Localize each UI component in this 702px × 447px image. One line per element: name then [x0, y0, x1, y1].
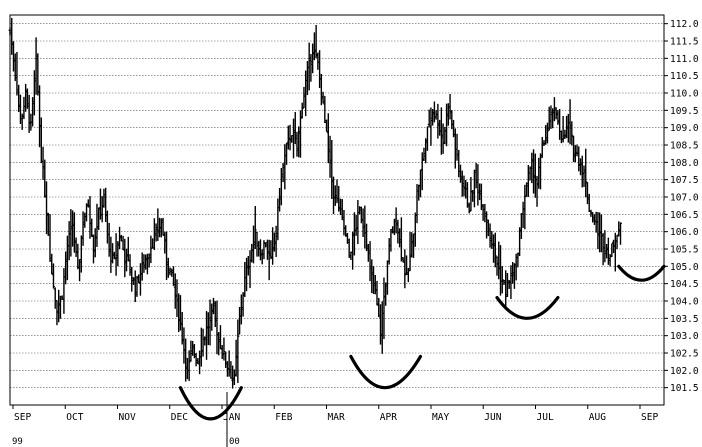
x-tick-label: MAY — [432, 412, 449, 423]
y-tick-label: 105.5 — [670, 245, 699, 256]
gridlines — [10, 23, 664, 388]
rounding-bottom-arc — [495, 295, 560, 320]
x-tick-label: SEP — [641, 412, 658, 423]
y-tick-label: 111.0 — [670, 54, 699, 65]
y-tick-label: 106.0 — [670, 227, 699, 238]
y-tick-label: 101.5 — [670, 383, 699, 394]
x-tick-label: FEB — [275, 412, 292, 423]
price-bar — [619, 222, 623, 245]
rounding-bottom-arc — [178, 386, 243, 421]
y-tick-label: 104.0 — [670, 297, 699, 308]
y-tick-label: 107.5 — [670, 175, 699, 186]
x-tick-label: APR — [380, 412, 397, 423]
price-bar — [570, 121, 574, 146]
y-tick-label: 102.5 — [670, 349, 699, 360]
y-tick-label: 109.5 — [670, 106, 699, 117]
y-tick-label: 102.0 — [670, 366, 699, 377]
x-tick-label: SEP — [14, 412, 31, 423]
price-bar — [584, 148, 588, 198]
price-bar — [493, 232, 497, 268]
y-tick-label: 108.5 — [670, 141, 699, 152]
rounding-bottom-arc — [617, 264, 666, 282]
price-bar — [51, 263, 55, 289]
x-tick-label: JUN — [484, 412, 501, 423]
x-axis-ticks: SEP OCT NOV DEC JAN FEB MAR APR MAY JUN JUL AUG SEP — [12, 405, 658, 423]
plot-frame — [9, 14, 665, 406]
x-tick-label: MAR — [328, 412, 345, 423]
price-bar — [467, 202, 471, 214]
rounding-bottom-annotations — [178, 264, 666, 421]
y-tick-label: 107.0 — [670, 193, 699, 204]
year-label: 00 — [229, 437, 240, 447]
price-bar — [236, 319, 240, 383]
y-tick-label: 104.5 — [670, 279, 699, 290]
y-tick-label: 106.5 — [670, 210, 699, 221]
price-bar — [222, 337, 226, 361]
price-bar — [425, 126, 429, 151]
year-label: 99 — [12, 437, 23, 447]
price-bar — [187, 350, 191, 382]
plot-border — [9, 14, 665, 406]
y-tick-label: 103.5 — [670, 314, 699, 325]
x-tick-label: AUG — [589, 412, 606, 423]
price-bars — [8, 17, 623, 389]
price-bar — [300, 102, 304, 119]
y-tick-label: 111.5 — [670, 37, 699, 48]
y-tick-label: 103.0 — [670, 331, 699, 342]
y-tick-label: 110.0 — [670, 89, 699, 100]
price-bar — [545, 122, 549, 144]
rounding-bottom-arc — [349, 354, 423, 390]
y-tick-label: 105.0 — [670, 262, 699, 273]
year-labels: 99 00 — [12, 392, 240, 447]
x-tick-label: NOV — [119, 412, 136, 423]
x-tick-label: JUL — [537, 412, 554, 423]
y-tick-label: 110.5 — [670, 71, 699, 82]
y-tick-label: 112.0 — [670, 19, 699, 30]
y-tick-label: 109.0 — [670, 123, 699, 134]
y-tick-label: 108.0 — [670, 158, 699, 169]
y-axis-ticks: 101.5 102.0 102.5 103.0 103.5 104.0 104.5 105.0… — [664, 19, 699, 394]
x-tick-label: OCT — [66, 412, 83, 423]
x-tick-label: DEC — [171, 412, 188, 423]
price-bar — [253, 205, 257, 249]
x-tick-label: JAN — [223, 412, 240, 423]
